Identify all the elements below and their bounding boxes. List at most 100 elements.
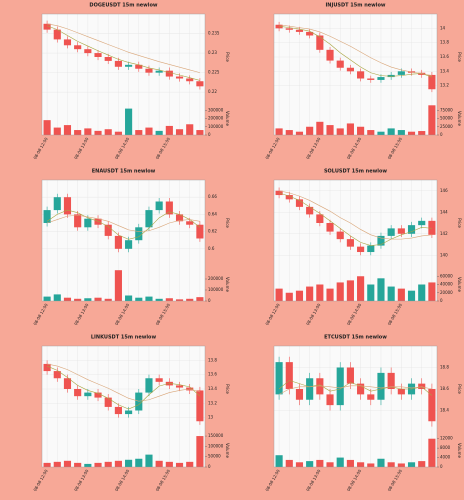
volume-bar <box>196 130 204 135</box>
candle-body <box>84 218 92 228</box>
y-tick-label: 13.6 <box>440 54 449 59</box>
candle-body <box>53 29 61 40</box>
volume-bar <box>63 125 72 135</box>
volume-bar <box>295 290 304 301</box>
volume-bar <box>295 131 304 135</box>
volume-bar <box>145 454 153 467</box>
volume-bar <box>135 458 143 467</box>
candle-body <box>397 228 405 234</box>
y-tick-label: 13.4 <box>440 68 449 73</box>
candle-body <box>357 383 365 395</box>
candle-body <box>377 372 385 400</box>
candle-body <box>316 378 324 395</box>
volume-bar <box>175 129 184 135</box>
candle-body <box>418 220 426 226</box>
chart-title: ENAUSDT 15m newlow <box>92 169 156 175</box>
volume-bar <box>94 297 102 301</box>
candle-body <box>346 239 354 247</box>
volume-bar <box>428 282 436 301</box>
y2-axis-label: Volume <box>225 277 230 292</box>
plot-border <box>273 13 438 136</box>
candle-body <box>357 71 365 79</box>
volume-bar <box>346 459 354 467</box>
volume-bar <box>186 298 194 301</box>
y-tick-label: 0.62 <box>208 229 217 234</box>
candle-body <box>306 206 314 215</box>
volume-bar <box>175 462 184 467</box>
candle-body <box>316 214 324 223</box>
candle-body <box>155 378 163 382</box>
candle-body <box>326 223 334 232</box>
volume-bar <box>357 276 365 301</box>
candle-body <box>94 392 102 398</box>
y2-tick-label: 8000 <box>440 445 451 450</box>
volume-bar <box>316 459 324 467</box>
plot-panel <box>274 14 437 135</box>
y2-tick-label: 75000 <box>440 107 453 112</box>
y2-tick-label: 200000 <box>208 276 224 281</box>
candle-body <box>295 29 304 32</box>
moving-average-line <box>278 385 432 395</box>
candle-body <box>275 362 283 395</box>
volume-bar <box>125 295 133 301</box>
y-tick-label: 13.2 <box>440 83 449 88</box>
candle-body <box>63 197 72 215</box>
candle-body <box>367 245 375 253</box>
y2-tick-label: 150000 <box>208 433 224 438</box>
plot-panel <box>274 180 437 301</box>
volume-bar <box>336 457 344 467</box>
volume-bar <box>418 284 426 301</box>
volume-bar <box>74 130 82 135</box>
volume-bar <box>196 297 204 301</box>
plot-panel <box>42 346 205 467</box>
moving-average-line <box>46 209 201 240</box>
volume-bar <box>104 461 112 467</box>
volume-bar <box>43 462 51 467</box>
candle-body <box>357 246 365 253</box>
volume-bar <box>336 128 344 135</box>
candle-body <box>175 214 184 222</box>
volume-bar <box>397 463 405 467</box>
candle-body <box>397 71 405 75</box>
y-tick-label: 18.6 <box>440 386 449 391</box>
y2-tick-label: 300000 <box>208 107 224 112</box>
chart-title: ETCUSDT 15m newlow <box>324 335 387 341</box>
volume-bar <box>418 131 426 135</box>
moving-average-line <box>279 190 432 240</box>
y-tick-label: 18.8 <box>440 365 449 370</box>
volume-bar <box>326 125 334 135</box>
y-tick-label: 13.2 <box>208 400 217 405</box>
moving-average-line <box>279 24 432 76</box>
volume-bar <box>94 462 102 467</box>
moving-average-line <box>279 192 432 246</box>
chart-title: SOLUSDT 15m newlow <box>324 169 387 175</box>
candle-body <box>53 197 61 211</box>
volume-bar <box>285 459 293 467</box>
y2-tick-label: 100000 <box>208 124 224 129</box>
volume-bar <box>428 105 436 135</box>
chart-title: DOGEUSDT 15m newlow <box>89 3 158 9</box>
volume-bar <box>114 270 122 301</box>
volume-bar <box>275 128 283 135</box>
candle-body <box>165 381 173 386</box>
y2-tick-label: 0 <box>208 132 211 137</box>
y-tick-label: 13 <box>208 415 214 420</box>
y2-axis-label: Volume <box>225 443 230 458</box>
candle-body <box>175 76 184 79</box>
y2-tick-label: 200000 <box>208 116 224 121</box>
volume-bar <box>418 461 426 467</box>
volume-bar <box>155 460 163 467</box>
volume-bar <box>367 284 375 301</box>
y2-axis-label: Volume <box>457 277 462 292</box>
volume-bar <box>275 455 283 467</box>
candle-body <box>43 23 51 30</box>
y2-tick-label: 100000 <box>208 443 224 448</box>
candle-body <box>387 372 395 389</box>
volume-bar <box>53 294 61 301</box>
y-tick-label: 13.8 <box>208 357 217 362</box>
candle-body <box>74 45 82 50</box>
moving-average-line <box>278 380 433 396</box>
candle-body <box>84 49 92 54</box>
volume-bar <box>186 124 194 135</box>
volume-bar <box>275 288 283 301</box>
